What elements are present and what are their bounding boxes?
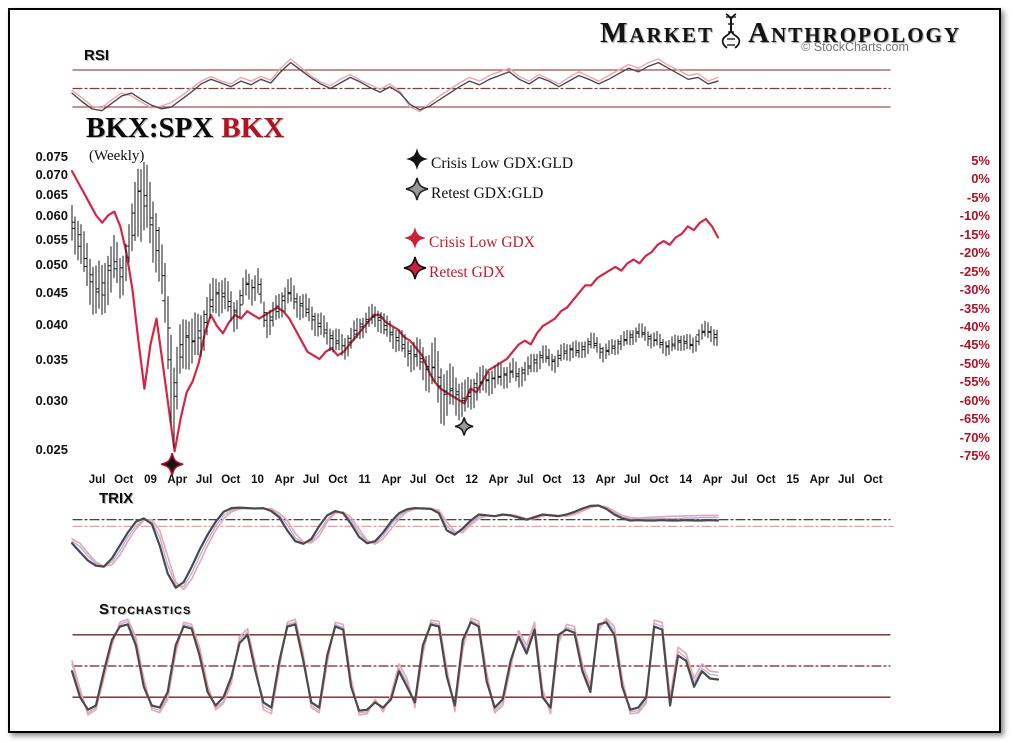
right-axis-tick: -75% xyxy=(959,448,990,463)
legend-star-icon xyxy=(405,177,429,201)
x-axis-tick: Jul xyxy=(730,474,748,486)
legend-label: Retest GDX xyxy=(429,264,506,281)
x-axis-tick: Jul xyxy=(195,474,213,486)
x-axis-tick: Apr xyxy=(702,474,723,486)
title-bkx: BKX xyxy=(221,112,285,144)
x-axis-tick: Oct xyxy=(542,474,562,486)
x-axis-tick: Jul xyxy=(516,474,534,486)
main-chart-title: BKX:SPX BKX xyxy=(86,112,284,145)
x-axis-tick: Jul xyxy=(623,474,641,486)
legend-item-crisis-low-gdx: Crisis Low GDX xyxy=(403,226,535,251)
legend-label: Crisis Low GDX:GLD xyxy=(431,155,574,172)
x-axis-tick: Apr xyxy=(167,474,188,486)
right-axis-tick: -50% xyxy=(959,355,990,371)
legend-label: Crisis Low GDX xyxy=(429,234,535,251)
right-axis-tick: -10% xyxy=(959,208,990,224)
x-axis-tick: 10 xyxy=(251,474,264,486)
left-axis-tick: 0.070 xyxy=(35,167,68,183)
right-axis-tick: -60% xyxy=(959,392,990,408)
right-axis-tick: 0% xyxy=(971,171,990,187)
x-axis-tick: 13 xyxy=(572,474,586,486)
dna-helix-icon xyxy=(720,12,742,55)
legend-star-icon xyxy=(404,227,426,249)
right-axis-tick: -40% xyxy=(959,318,990,334)
right-axis-tick: -65% xyxy=(959,411,990,427)
right-axis-tick: 5% xyxy=(971,153,990,168)
x-axis-tick: Oct xyxy=(863,474,883,486)
x-axis-tick: Apr xyxy=(488,474,509,486)
left-axis-tick: 0.045 xyxy=(35,285,68,301)
left-axis-tick: 0.050 xyxy=(35,257,68,273)
x-axis-tick: Oct xyxy=(221,474,241,486)
star-icon xyxy=(403,256,427,280)
star-icon xyxy=(406,148,428,170)
left-axis-tick: 0.065 xyxy=(35,187,68,203)
x-axis-tick: Apr xyxy=(809,474,830,486)
legend-star-icon xyxy=(406,148,428,170)
right-axis-tick: -20% xyxy=(959,245,990,261)
x-axis-tick: Jul xyxy=(409,474,427,486)
left-axis-tick: 0.035 xyxy=(35,352,68,368)
x-axis-tick: Apr xyxy=(274,474,295,486)
x-axis-tick: Oct xyxy=(328,474,348,486)
right-axis-tick: -25% xyxy=(959,263,990,279)
right-axis-tick: -5% xyxy=(966,189,990,205)
legend-label: Retest GDX:GLD xyxy=(431,185,544,202)
right-axis-tick: -55% xyxy=(959,374,990,390)
x-axis-tick: Jul xyxy=(302,474,320,486)
stockcharts-credit: © StockCharts.com xyxy=(801,40,909,54)
brand-word-market: Market xyxy=(600,17,715,49)
x-axis-tick: Oct xyxy=(114,474,134,486)
x-axis-tick: Apr xyxy=(595,474,616,486)
main-chart-subtitle: (Weekly) xyxy=(89,148,145,164)
left-axis-tick: 0.060 xyxy=(35,208,68,224)
left-axis-tick: 0.025 xyxy=(35,441,68,457)
x-axis-tick: Oct xyxy=(435,474,455,486)
left-axis-tick: 0.055 xyxy=(35,231,68,247)
left-axis-tick: 0.040 xyxy=(35,316,68,332)
legend-item-retest-gdx: Retest GDX xyxy=(403,256,506,281)
legend-item-crisis-low-gdx-gld: Crisis Low GDX:GLD xyxy=(405,147,574,172)
brand-word-anthropology: Anthropology xyxy=(748,17,962,49)
legend-star-icon xyxy=(403,256,427,280)
x-axis-tick: Jul xyxy=(88,474,106,486)
right-axis-tick: -35% xyxy=(959,300,990,316)
brand-header: Market Anthropology xyxy=(600,12,960,55)
title-bkx-spx: BKX:SPX xyxy=(86,112,214,144)
right-axis-tick: -45% xyxy=(959,337,990,353)
right-axis-tick: -15% xyxy=(959,226,990,242)
trix-panel-label: TRIX xyxy=(99,490,134,507)
star-icon xyxy=(405,177,429,201)
x-axis-tick: Oct xyxy=(756,474,776,486)
left-axis-tick: 0.075 xyxy=(35,149,68,164)
x-axis-tick: Apr xyxy=(381,474,402,486)
legend-item-retest-gdx-gld: Retest GDX:GLD xyxy=(405,177,544,202)
stochastics-panel-label: Stochastics xyxy=(99,601,192,618)
x-axis-tick: Oct xyxy=(649,474,669,486)
x-axis-tick: 12 xyxy=(465,474,479,486)
left-axis-tick: 0.030 xyxy=(35,393,68,409)
x-axis-tick: 09 xyxy=(144,474,157,486)
x-axis-tick: Jul xyxy=(837,474,855,486)
x-axis-tick: 15 xyxy=(786,474,800,486)
x-axis-tick: 14 xyxy=(679,474,693,486)
star-icon xyxy=(404,227,426,249)
x-axis-tick: 11 xyxy=(358,474,371,486)
right-axis-tick: -30% xyxy=(959,282,990,298)
right-axis-tick: -70% xyxy=(959,429,990,445)
rsi-panel-label: RSI xyxy=(84,47,110,64)
